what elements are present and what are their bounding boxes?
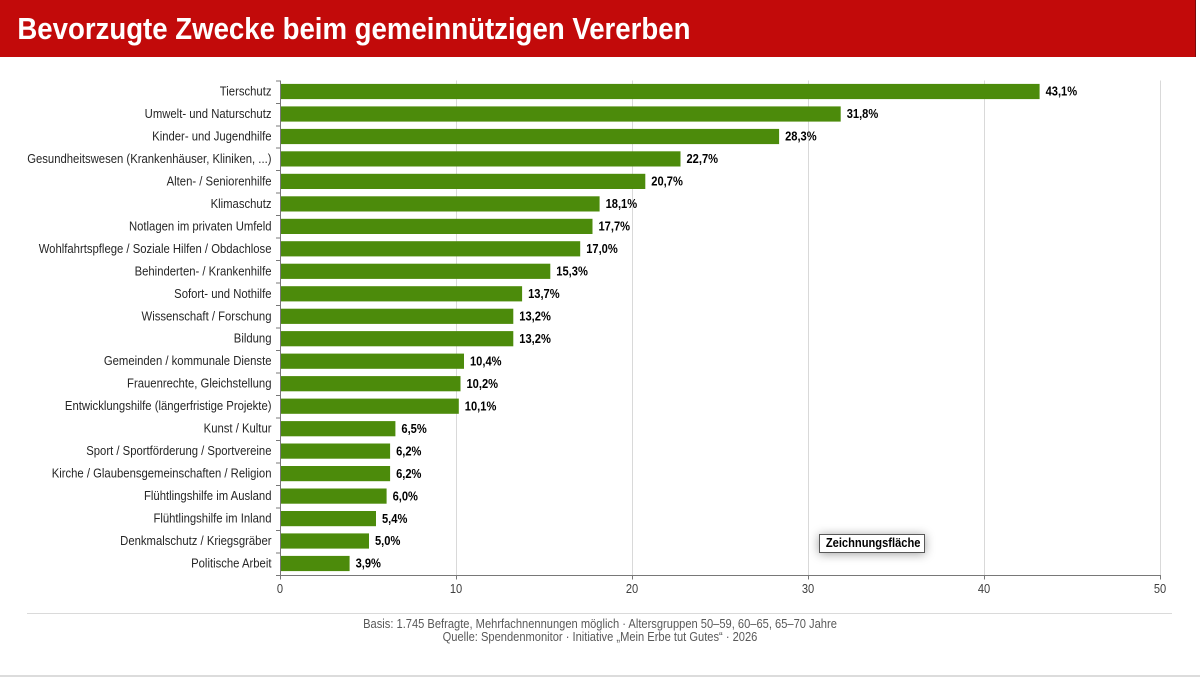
svg-text:28,3%: 28,3%	[785, 129, 817, 144]
svg-text:Tierschutz: Tierschutz	[220, 84, 272, 99]
svg-text:3,9%: 3,9%	[356, 556, 382, 571]
svg-text:30: 30	[802, 581, 815, 596]
svg-text:Kirche / Glaubensgemeinschafte: Kirche / Glaubensgemeinschaften / Religi…	[52, 466, 272, 481]
svg-text:43,1%: 43,1%	[1046, 84, 1078, 99]
svg-text:Entwicklungshilfe (längerfrist: Entwicklungshilfe (längerfristige Projek…	[65, 399, 272, 414]
svg-text:10,2%: 10,2%	[467, 376, 499, 391]
svg-text:Denkmalschutz / Kriegsgräber: Denkmalschutz / Kriegsgräber	[120, 533, 271, 548]
svg-text:13,7%: 13,7%	[528, 286, 560, 301]
svg-text:Bildung: Bildung	[234, 331, 272, 346]
svg-text:Kinder- und Jugendhilfe: Kinder- und Jugendhilfe	[152, 129, 272, 144]
svg-text:5,0%: 5,0%	[375, 534, 401, 549]
svg-text:Politische Arbeit: Politische Arbeit	[191, 556, 272, 571]
svg-text:5,4%: 5,4%	[382, 511, 408, 526]
svg-text:13,2%: 13,2%	[519, 331, 551, 346]
svg-text:Gemeinden / kommunale Dienste: Gemeinden / kommunale Dienste	[104, 354, 272, 369]
svg-text:20: 20	[626, 581, 639, 596]
svg-text:10: 10	[450, 581, 463, 596]
svg-text:20,7%: 20,7%	[651, 174, 683, 189]
svg-text:6,0%: 6,0%	[393, 489, 419, 504]
svg-text:31,8%: 31,8%	[847, 107, 879, 122]
svg-text:Kunst / Kultur: Kunst / Kultur	[204, 421, 272, 436]
svg-text:Klimaschutz: Klimaschutz	[211, 196, 272, 211]
svg-text:Notlagen im privaten Umfeld: Notlagen im privaten Umfeld	[129, 219, 272, 234]
svg-text:Flühtlingshilfe im Inland: Flühtlingshilfe im Inland	[153, 511, 271, 526]
svg-text:10,4%: 10,4%	[470, 354, 502, 369]
svg-text:Umwelt- und Naturschutz: Umwelt- und Naturschutz	[145, 106, 272, 121]
svg-text:Sofort- und Nothilfe: Sofort- und Nothilfe	[174, 286, 272, 301]
svg-text:Frauenrechte, Gleichstellung: Frauenrechte, Gleichstellung	[127, 376, 271, 391]
svg-text:0: 0	[277, 581, 284, 596]
svg-text:17,7%: 17,7%	[599, 219, 631, 234]
svg-text:13,2%: 13,2%	[519, 309, 551, 324]
svg-text:40: 40	[978, 581, 991, 596]
svg-text:10,1%: 10,1%	[465, 399, 497, 414]
svg-text:Wissenschaft / Forschung: Wissenschaft / Forschung	[142, 309, 272, 324]
svg-text:Wohlfahrtspflege / Soziale Hil: Wohlfahrtspflege / Soziale Hilfen / Obda…	[39, 241, 272, 256]
svg-text:Flühtlingshilfe im Ausland: Flühtlingshilfe im Ausland	[144, 488, 271, 503]
svg-text:15,3%: 15,3%	[556, 264, 588, 279]
svg-text:6,5%: 6,5%	[401, 421, 427, 436]
svg-text:22,7%: 22,7%	[687, 151, 719, 166]
svg-text:18,1%: 18,1%	[606, 196, 638, 211]
svg-text:Alten- / Seniorenhilfe: Alten- / Seniorenhilfe	[167, 174, 272, 189]
svg-text:6,2%: 6,2%	[396, 466, 422, 481]
svg-text:Behinderten- / Krankenhilfe: Behinderten- / Krankenhilfe	[135, 264, 272, 279]
svg-text:Sport / Sportförderung / Sport: Sport / Sportförderung / Sportvereine	[86, 443, 272, 458]
svg-text:50: 50	[1154, 581, 1167, 596]
svg-text:Gesundheitswesen (Krankenhäuse: Gesundheitswesen (Krankenhäuser, Klinike…	[27, 151, 271, 166]
svg-text:6,2%: 6,2%	[396, 444, 422, 459]
svg-text:17,0%: 17,0%	[586, 241, 618, 256]
